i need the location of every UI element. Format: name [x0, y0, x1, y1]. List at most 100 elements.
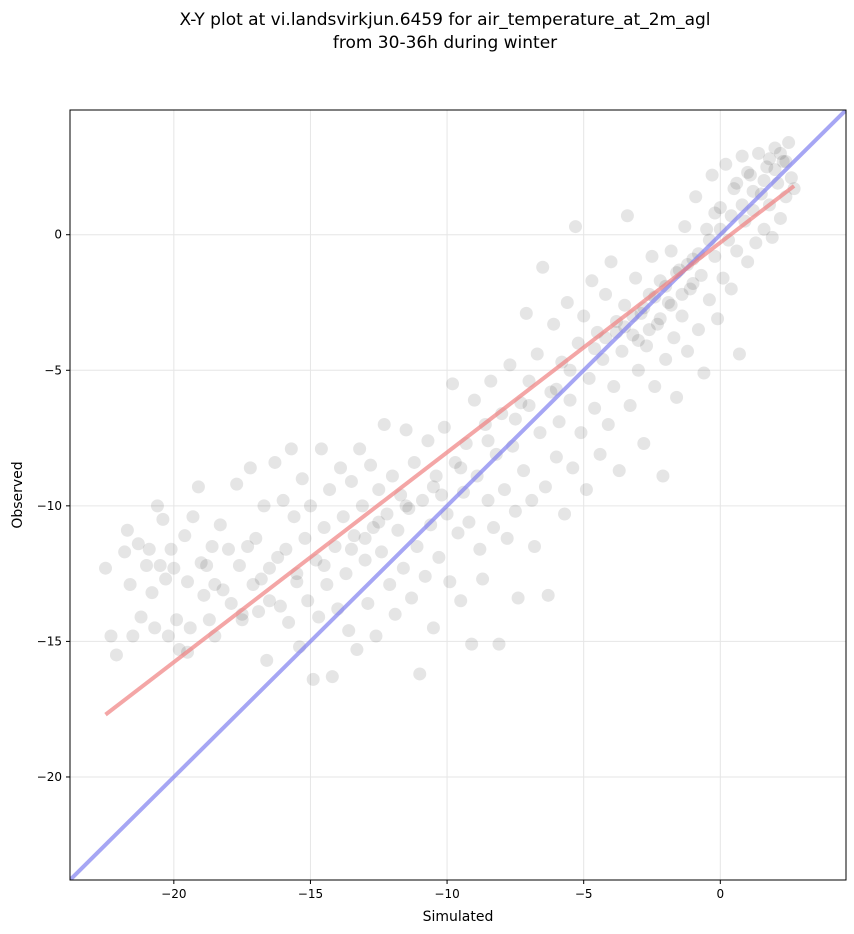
y-tick-label: −15: [37, 634, 62, 648]
data-point: [216, 583, 230, 597]
data-point: [579, 483, 593, 497]
data-point: [364, 458, 378, 472]
data-point: [235, 613, 249, 627]
data-point: [355, 499, 369, 513]
data-point: [664, 298, 678, 312]
data-point: [303, 499, 317, 513]
data-point: [432, 550, 446, 564]
data-point: [487, 521, 501, 535]
data-point: [484, 374, 498, 388]
data-point: [492, 637, 506, 651]
data-point: [650, 317, 664, 331]
data-point: [342, 624, 356, 638]
data-point: [675, 287, 689, 301]
data-point: [402, 502, 416, 516]
data-point: [232, 558, 246, 572]
data-point: [399, 499, 413, 513]
data-point: [525, 493, 539, 507]
data-point: [683, 282, 697, 296]
data-point: [713, 201, 727, 215]
data-point: [344, 474, 358, 488]
data-point: [571, 336, 585, 350]
data-point: [623, 399, 637, 413]
y-tick-label: −10: [37, 499, 62, 513]
data-point: [708, 249, 722, 263]
data-point: [344, 542, 358, 556]
data-point: [243, 461, 257, 475]
y-tick-label: 0: [54, 228, 62, 242]
data-point: [298, 531, 312, 545]
data-point: [295, 472, 309, 486]
data-point: [208, 577, 222, 591]
data-point: [757, 222, 771, 236]
y-axis-ticks: −20 −15 −10 −5 0: [37, 228, 70, 784]
data-point: [697, 366, 711, 380]
data-point: [604, 255, 618, 269]
data-point: [262, 594, 276, 608]
data-point: [194, 556, 208, 570]
data-point: [323, 483, 337, 497]
regression-line: [104, 184, 796, 717]
data-point: [161, 629, 175, 643]
data-point: [497, 483, 511, 497]
data-point: [301, 594, 315, 608]
data-point: [653, 312, 667, 326]
data-point: [784, 171, 798, 185]
data-point: [670, 390, 684, 404]
data-point: [593, 447, 607, 461]
data-point: [536, 260, 550, 274]
data-point: [568, 220, 582, 234]
data-point: [347, 529, 361, 543]
data-point: [768, 141, 782, 155]
data-point: [645, 249, 659, 263]
data-point: [691, 323, 705, 337]
data-point: [533, 426, 547, 440]
data-point: [481, 493, 495, 507]
data-point: [180, 575, 194, 589]
data-point: [711, 312, 725, 326]
data-point: [366, 521, 380, 535]
data-point: [675, 309, 689, 323]
data-point: [377, 418, 391, 432]
data-point: [503, 358, 517, 372]
data-point: [681, 344, 695, 358]
data-point: [724, 282, 738, 296]
data-point: [118, 545, 132, 559]
data-point: [730, 244, 744, 258]
data-point: [719, 157, 733, 171]
data-point: [659, 352, 673, 366]
data-point: [369, 629, 383, 643]
data-point: [454, 461, 468, 475]
data-point: [702, 293, 716, 307]
data-point: [522, 399, 536, 413]
data-point: [511, 591, 525, 605]
data-point: [473, 542, 487, 556]
data-point: [782, 136, 796, 150]
x-tick-label: −15: [298, 887, 323, 901]
data-point: [230, 477, 244, 491]
data-point: [481, 434, 495, 448]
data-point: [773, 211, 787, 225]
data-point: [178, 529, 192, 543]
data-point: [689, 190, 703, 204]
data-point: [202, 613, 216, 627]
data-point: [273, 599, 287, 613]
data-point: [279, 542, 293, 556]
data-point: [776, 155, 790, 169]
data-point: [372, 515, 386, 529]
data-point: [262, 561, 276, 575]
data-point: [191, 480, 205, 494]
data-point: [760, 160, 774, 174]
data-point: [290, 575, 304, 589]
data-point: [405, 591, 419, 605]
data-point: [741, 165, 755, 179]
data-point: [183, 621, 197, 635]
data-point: [437, 420, 451, 434]
data-point: [252, 605, 266, 619]
data-point: [629, 271, 643, 285]
data-point: [448, 455, 462, 469]
data-point: [241, 540, 255, 554]
data-point: [588, 401, 602, 415]
data-point: [566, 461, 580, 475]
data-point: [167, 561, 181, 575]
